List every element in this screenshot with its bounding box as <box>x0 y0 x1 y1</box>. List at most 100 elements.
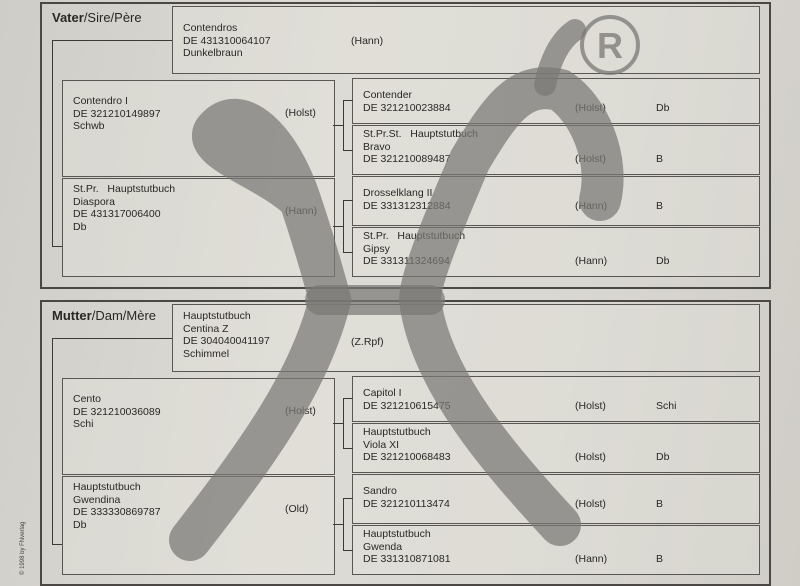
breed-label: (Z.Rpf) <box>351 336 384 348</box>
pedigree-connector <box>52 40 63 247</box>
coat-color: B <box>656 153 664 165</box>
great-grandparent-box: Capitol I DE 321210615475 (Holst) Schi <box>352 376 760 422</box>
horse-info: Sandro DE 321210113474 <box>363 485 450 510</box>
info-line: Schwb <box>73 120 105 132</box>
pedigree-connector <box>343 200 353 253</box>
horse-info: Hauptstutbuch Gwendina DE 333330869787 Db <box>73 481 161 531</box>
info-line: Viola XI <box>363 438 399 451</box>
breed-label: (Hann) <box>575 200 608 212</box>
info-line: DE 321210149897 <box>73 107 161 120</box>
horse-info: Hauptstutbuch Viola XI DE 321210068483 <box>363 426 451 464</box>
pedigree-connector <box>52 40 172 41</box>
section-header: Vater/Sire/Père <box>52 10 142 25</box>
header-rest: /Dam/Mère <box>91 308 157 323</box>
breed-label: (Holst) <box>285 405 316 417</box>
info-line: Db <box>73 518 87 531</box>
breed-label: (Holst) <box>285 107 316 119</box>
info-line: Gwenda <box>363 540 403 553</box>
pedigree-connector <box>333 124 343 126</box>
info-line: DE 321210615475 <box>363 399 451 412</box>
horse-info: Cento DE 321210036089 Schi <box>73 393 161 431</box>
copyright-text: © 1998 by FNverlag <box>20 521 26 575</box>
horse-info: Capitol I DE 321210615475 <box>363 387 451 412</box>
great-grandparent-box: Drosselklang II DE 331312312884 (Hann) B <box>352 176 760 226</box>
horse-info: St.Pr. Hauptstutbuch Diaspora DE 431317006… <box>73 183 175 233</box>
breed-label: (Holst) <box>575 102 606 114</box>
coat-color: Schi <box>656 400 677 412</box>
info-line: DE 331312312884 <box>363 199 451 212</box>
breed-label: (Old) <box>285 503 309 515</box>
great-grandparent-box: Contender DE 321210023884 (Holst) Db <box>352 78 760 124</box>
grandparent-box: St.Pr. Hauptstutbuch Diaspora DE 431317006… <box>62 178 335 277</box>
horse-info: Contendros DE 431310064107 Dunkelbraun <box>183 22 271 60</box>
coat-color: Db <box>656 102 670 114</box>
great-grandparent-box: St.Pr.St. Hauptstutbuch Bravo DE 321210089… <box>352 125 760 175</box>
info-line: DE 321210113474 <box>363 497 450 510</box>
info-line: Hauptstutbuch <box>363 528 431 540</box>
pedigree-connector <box>333 225 343 227</box>
info-line: Centina Z <box>183 322 229 335</box>
grandparent-box: Hauptstutbuch Gwendina DE 333330869787 Db (O… <box>62 476 335 575</box>
pedigree-connector <box>333 523 343 525</box>
horse-info: St.Pr.St. Hauptstutbuch Bravo DE 321210089… <box>363 128 478 166</box>
info-line: Hauptstutbuch <box>363 426 431 438</box>
info-line: Contendros <box>183 22 238 34</box>
horse-info: St.Pr. Hauptstutbuch Gipsy DE 331311324694 <box>363 230 465 268</box>
info-line: Bravo <box>363 140 391 153</box>
info-line: DE 431310064107 <box>183 34 271 47</box>
info-line: DE 431317006400 <box>73 208 161 220</box>
info-line: St.Pr.St. Hauptstutbuch <box>363 128 478 140</box>
info-line: Hauptstutbuch <box>183 310 251 322</box>
great-grandparent-box: Hauptstutbuch Gwenda DE 331310871081 (Hann)… <box>352 525 760 575</box>
info-line: Gipsy <box>363 242 390 255</box>
pedigree-connector <box>343 498 353 551</box>
great-grandparent-box: Hauptstutbuch Viola XI DE 321210068483 (Hol… <box>352 423 760 473</box>
info-line: Gwendina <box>73 493 121 506</box>
info-line: Dunkelbraun <box>183 47 243 59</box>
info-line: DE 321210068483 <box>363 451 451 463</box>
info-line: St.Pr. Hauptstutbuch <box>363 230 466 242</box>
breed-label: (Holst) <box>575 498 606 510</box>
info-line: St.Pr. Hauptstutbuch <box>73 183 176 195</box>
info-line: Cento <box>73 393 102 405</box>
pedigree-connector <box>343 100 353 151</box>
info-line: Diaspora <box>73 195 116 208</box>
info-line: Hauptstutbuch <box>73 481 141 493</box>
coat-color: Db <box>656 451 670 463</box>
horse-info: Hauptstutbuch Gwenda DE 331310871081 <box>363 528 451 566</box>
breed-label: (Hann) <box>351 35 384 47</box>
info-line: DE 304040041197 <box>183 335 270 347</box>
info-line: DE 321210089487 <box>363 153 451 165</box>
breed-label: (Hann) <box>285 205 318 217</box>
info-line: DE 321210023884 <box>363 101 451 114</box>
horse-info: Contender DE 321210023884 <box>363 89 451 114</box>
horse-info: Drosselklang II DE 331312312884 <box>363 187 451 212</box>
info-line: Contendro I <box>73 95 128 107</box>
parent-box: Contendros DE 431310064107 Dunkelbraun (Han… <box>172 6 760 74</box>
info-line: Drosselklang II <box>363 187 433 199</box>
breed-label: (Holst) <box>575 400 606 412</box>
breed-label: (Hann) <box>575 553 608 565</box>
breed-label: (Holst) <box>575 451 606 463</box>
info-line: Schi <box>73 418 94 430</box>
info-line: DE 333330869787 <box>73 506 161 518</box>
pedigree-connector <box>333 422 343 424</box>
info-line: Sandro <box>363 485 397 497</box>
pedigree-connector <box>52 338 63 545</box>
coat-color: B <box>656 200 664 212</box>
header-rest: /Sire/Père <box>83 10 142 25</box>
info-line: Schimmel <box>183 347 230 360</box>
info-line: DE 321210036089 <box>73 405 161 418</box>
info-line: Capitol I <box>363 387 402 399</box>
header-bold: Mutter <box>52 308 92 323</box>
great-grandparent-box: St.Pr. Hauptstutbuch Gipsy DE 331311324694… <box>352 227 760 277</box>
coat-color: Db <box>656 255 670 267</box>
coat-color: B <box>656 498 664 510</box>
grandparent-box: Contendro I DE 321210149897 Schwb (Holst) <box>62 80 335 177</box>
grandparent-box: Cento DE 321210036089 Schi (Holst) <box>62 378 335 475</box>
section-header: Mutter/Dam/Mère <box>52 308 156 323</box>
breed-label: (Hann) <box>575 255 608 267</box>
parent-box: Hauptstutbuch Centina Z DE 304040041197 Sch… <box>172 304 760 372</box>
horse-info: Hauptstutbuch Centina Z DE 304040041197 Sch… <box>183 310 270 360</box>
horse-info: Contendro I DE 321210149897 Schwb <box>73 95 161 133</box>
